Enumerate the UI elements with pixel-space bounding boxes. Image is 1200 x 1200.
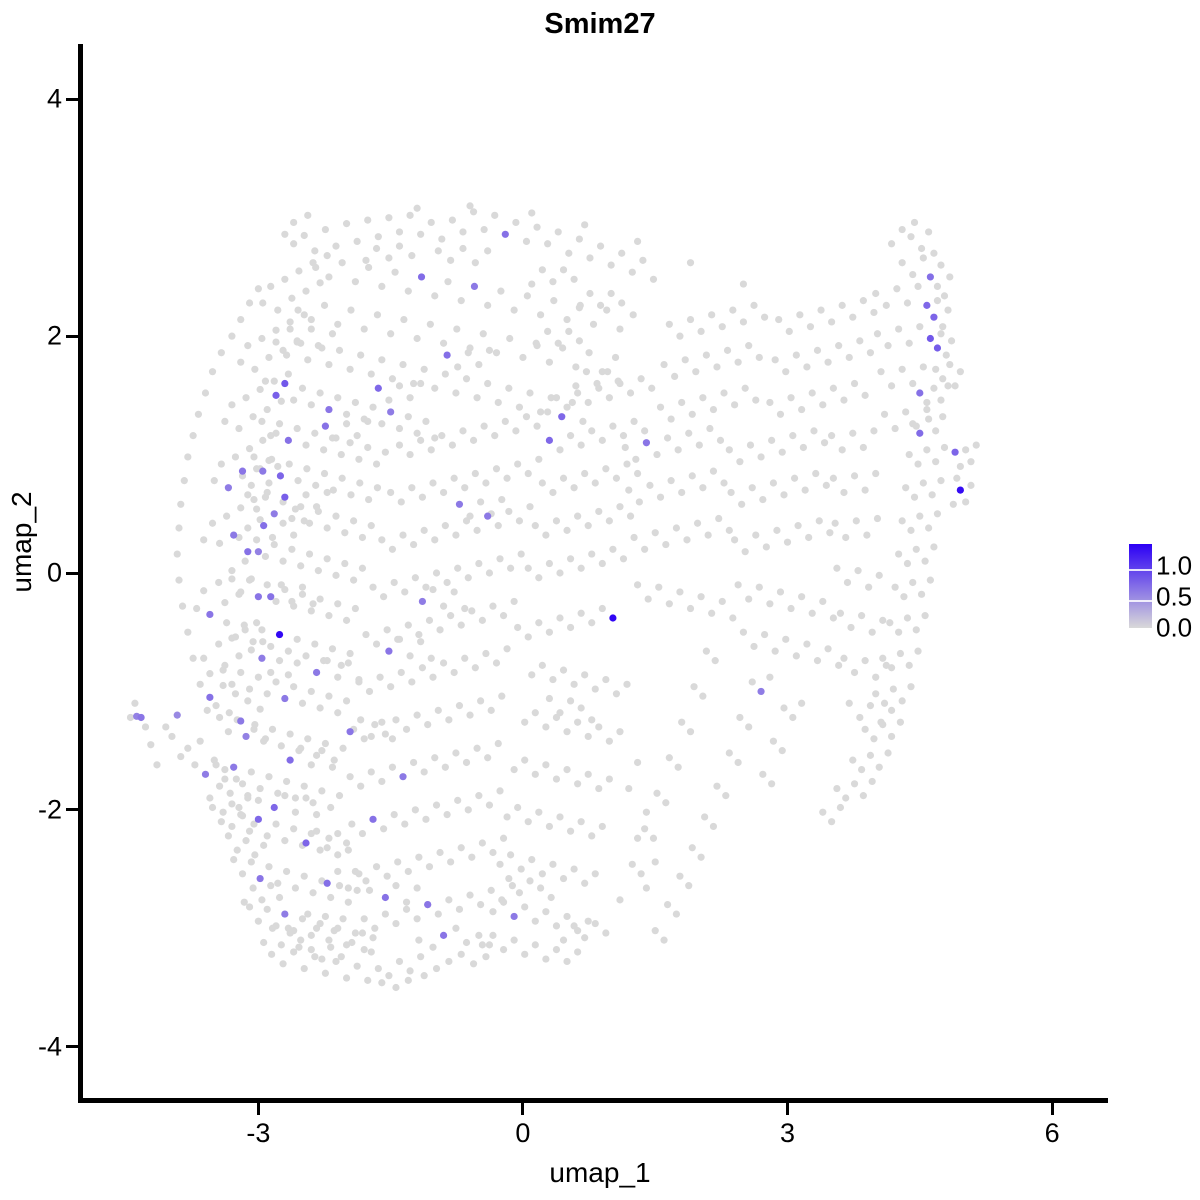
color-legend[interactable]: 1.0 0.5 0.0	[1125, 540, 1197, 643]
scatter-points-layer	[126, 202, 980, 992]
x-tick-mark	[521, 1103, 525, 1115]
y-tick-label: -4	[37, 1031, 62, 1062]
y-axis-title: umap_2	[6, 491, 37, 593]
plot-panel	[82, 46, 1105, 1100]
x-tick-mark	[786, 1103, 790, 1115]
legend-tick-mark	[1129, 599, 1152, 602]
y-tick-label: -2	[37, 794, 62, 825]
y-tick-mark	[66, 334, 78, 338]
legend-tick-label: 1.0	[1156, 550, 1193, 581]
legend-colorbar[interactable]	[1129, 544, 1152, 633]
page-title: Smim27	[544, 8, 656, 40]
legend-gradient	[1129, 544, 1152, 628]
legend-tick-mark	[1129, 568, 1152, 571]
x-axis-title: umap_1	[549, 1157, 651, 1188]
x-tick-label: -3	[246, 1118, 271, 1148]
x-tick-mark	[1050, 1103, 1054, 1115]
y-tick-mark	[66, 1045, 78, 1049]
x-tick-label: 3	[780, 1118, 796, 1148]
x-tick-mark	[256, 1103, 260, 1115]
legend-tick-label: 0.5	[1156, 581, 1193, 612]
legend-tick-label: 0.0	[1156, 612, 1193, 643]
x-tick-label: 0	[515, 1118, 531, 1148]
x-axis-line	[78, 1098, 1108, 1103]
y-tick-label: 2	[46, 320, 62, 351]
y-tick-label: 4	[46, 83, 62, 114]
legend-tick-mark	[1129, 631, 1152, 633]
y-tick-label: 0	[46, 557, 62, 588]
y-tick-mark	[66, 808, 78, 812]
y-tick-mark	[66, 97, 78, 101]
x-tick-label: 6	[1044, 1118, 1060, 1148]
y-axis-line	[78, 44, 83, 1102]
y-tick-mark	[66, 571, 78, 575]
